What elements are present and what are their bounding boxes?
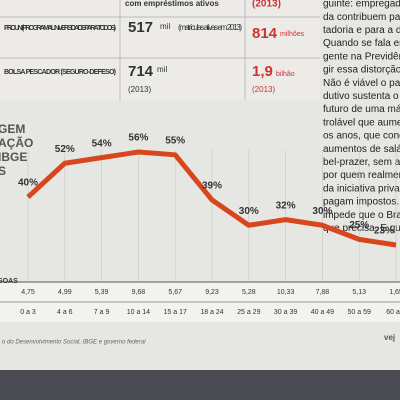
- x-tick-label: 10 a 14: [127, 309, 150, 316]
- data-label: 32%: [276, 200, 296, 211]
- x-tick-label: 25 a 29: [237, 309, 260, 316]
- article-line: aumentos de salári: [323, 144, 400, 155]
- article-line: da iniciativa privad: [323, 183, 400, 194]
- x-tick-label: 0 a 3: [20, 309, 36, 316]
- article-line: bel-prazer, sem a: [323, 157, 400, 168]
- x-tick-label: 4 a 6: [57, 309, 73, 316]
- x-tick-label: 50 a 59: [348, 309, 371, 316]
- article-line: da contribuem para: [323, 12, 400, 23]
- row-value: 1,65: [389, 289, 400, 296]
- chart-title: AÇÃO: [0, 135, 33, 150]
- photo-edge: [0, 370, 400, 400]
- data-label: 25%: [349, 220, 369, 231]
- row-value: 9,23: [205, 289, 219, 296]
- row-value: 5,67: [168, 289, 182, 296]
- table-red-unit: milhões: [280, 31, 305, 38]
- table-label: PROUNI (PROGRAMA UNIVERSIDADE PARA TODOS…: [4, 25, 116, 32]
- chart-title: IBGE: [0, 150, 27, 164]
- row-value: 9,68: [132, 289, 146, 296]
- article-line: trolável que aumen: [323, 117, 400, 128]
- article-line: pagam impostos. E: [323, 197, 400, 208]
- row-label: SOAS: [0, 278, 18, 285]
- table-red-unit: bilhão: [276, 71, 295, 78]
- x-tick-label: 15 a 17: [164, 309, 187, 316]
- table-label: com empréstimos ativos: [125, 0, 219, 8]
- article-line: gir essa distorção,: [323, 65, 400, 76]
- x-tick-label: 18 a 24: [200, 309, 223, 316]
- row-value: 5,28: [242, 289, 256, 296]
- table-red: 814: [252, 25, 278, 42]
- article-line: dutivo sustenta o pa: [323, 91, 400, 102]
- article-line: guinte: empregados: [323, 0, 400, 10]
- row-value: 5,13: [352, 289, 366, 296]
- data-label: 52%: [55, 144, 75, 155]
- article-line: que precisa. E que c: [323, 223, 400, 234]
- data-label: 23%: [374, 226, 394, 237]
- article-line: Quando se fala em: [323, 38, 400, 49]
- article-line: tadoria e para a dos: [323, 25, 400, 36]
- data-label: 30%: [239, 206, 259, 217]
- table-unit: mil: [157, 65, 167, 74]
- article-line: os anos, que conce: [323, 131, 400, 142]
- table-red: 1,9: [252, 63, 273, 80]
- data-label: 54%: [92, 138, 112, 149]
- x-tick-label: 30 a 39: [274, 309, 297, 316]
- chart-title: S: [0, 164, 6, 178]
- article-line: Não é viável o país: [323, 78, 400, 89]
- table-note: (2013): [128, 85, 151, 94]
- source: o do Desenvolvimento Social, IBGE e gove…: [2, 340, 146, 346]
- table-red-note: (2013): [252, 85, 275, 94]
- table-red: (2013): [252, 0, 281, 10]
- x-tick-label: 7 a 9: [94, 309, 110, 316]
- logo: vej: [384, 333, 395, 342]
- row-value: 10,33: [277, 289, 295, 296]
- data-label: 39%: [202, 181, 222, 192]
- row-value: 7,88: [316, 289, 330, 296]
- table-note: (matrículas ativas em 2013): [178, 23, 242, 32]
- article-line: por quem realment: [323, 170, 400, 181]
- data-label: 40%: [18, 178, 38, 189]
- row-value: 4,75: [21, 289, 35, 296]
- row-value: 5,39: [95, 289, 109, 296]
- table-unit: mil: [160, 22, 170, 31]
- x-tick-label: 60 a 6: [386, 309, 400, 316]
- table-big: 517: [128, 19, 153, 36]
- line: [26, 149, 397, 248]
- article-line: futuro de uma má: [323, 104, 400, 115]
- data-label: 30%: [312, 206, 332, 217]
- x-tick-label: 40 a 49: [311, 309, 334, 316]
- table-big: 714: [128, 63, 154, 80]
- table-label: BOLSA PESCADOR (SEGURO-DEFESO): [4, 69, 116, 76]
- data-label: 56%: [128, 133, 148, 144]
- data-label: 55%: [165, 135, 185, 146]
- row-value: 4,99: [58, 289, 72, 296]
- article-line: gente na Previdênc: [323, 51, 400, 62]
- chart-title: GEM: [0, 122, 25, 136]
- article-line: impede que o Brasi: [323, 210, 400, 221]
